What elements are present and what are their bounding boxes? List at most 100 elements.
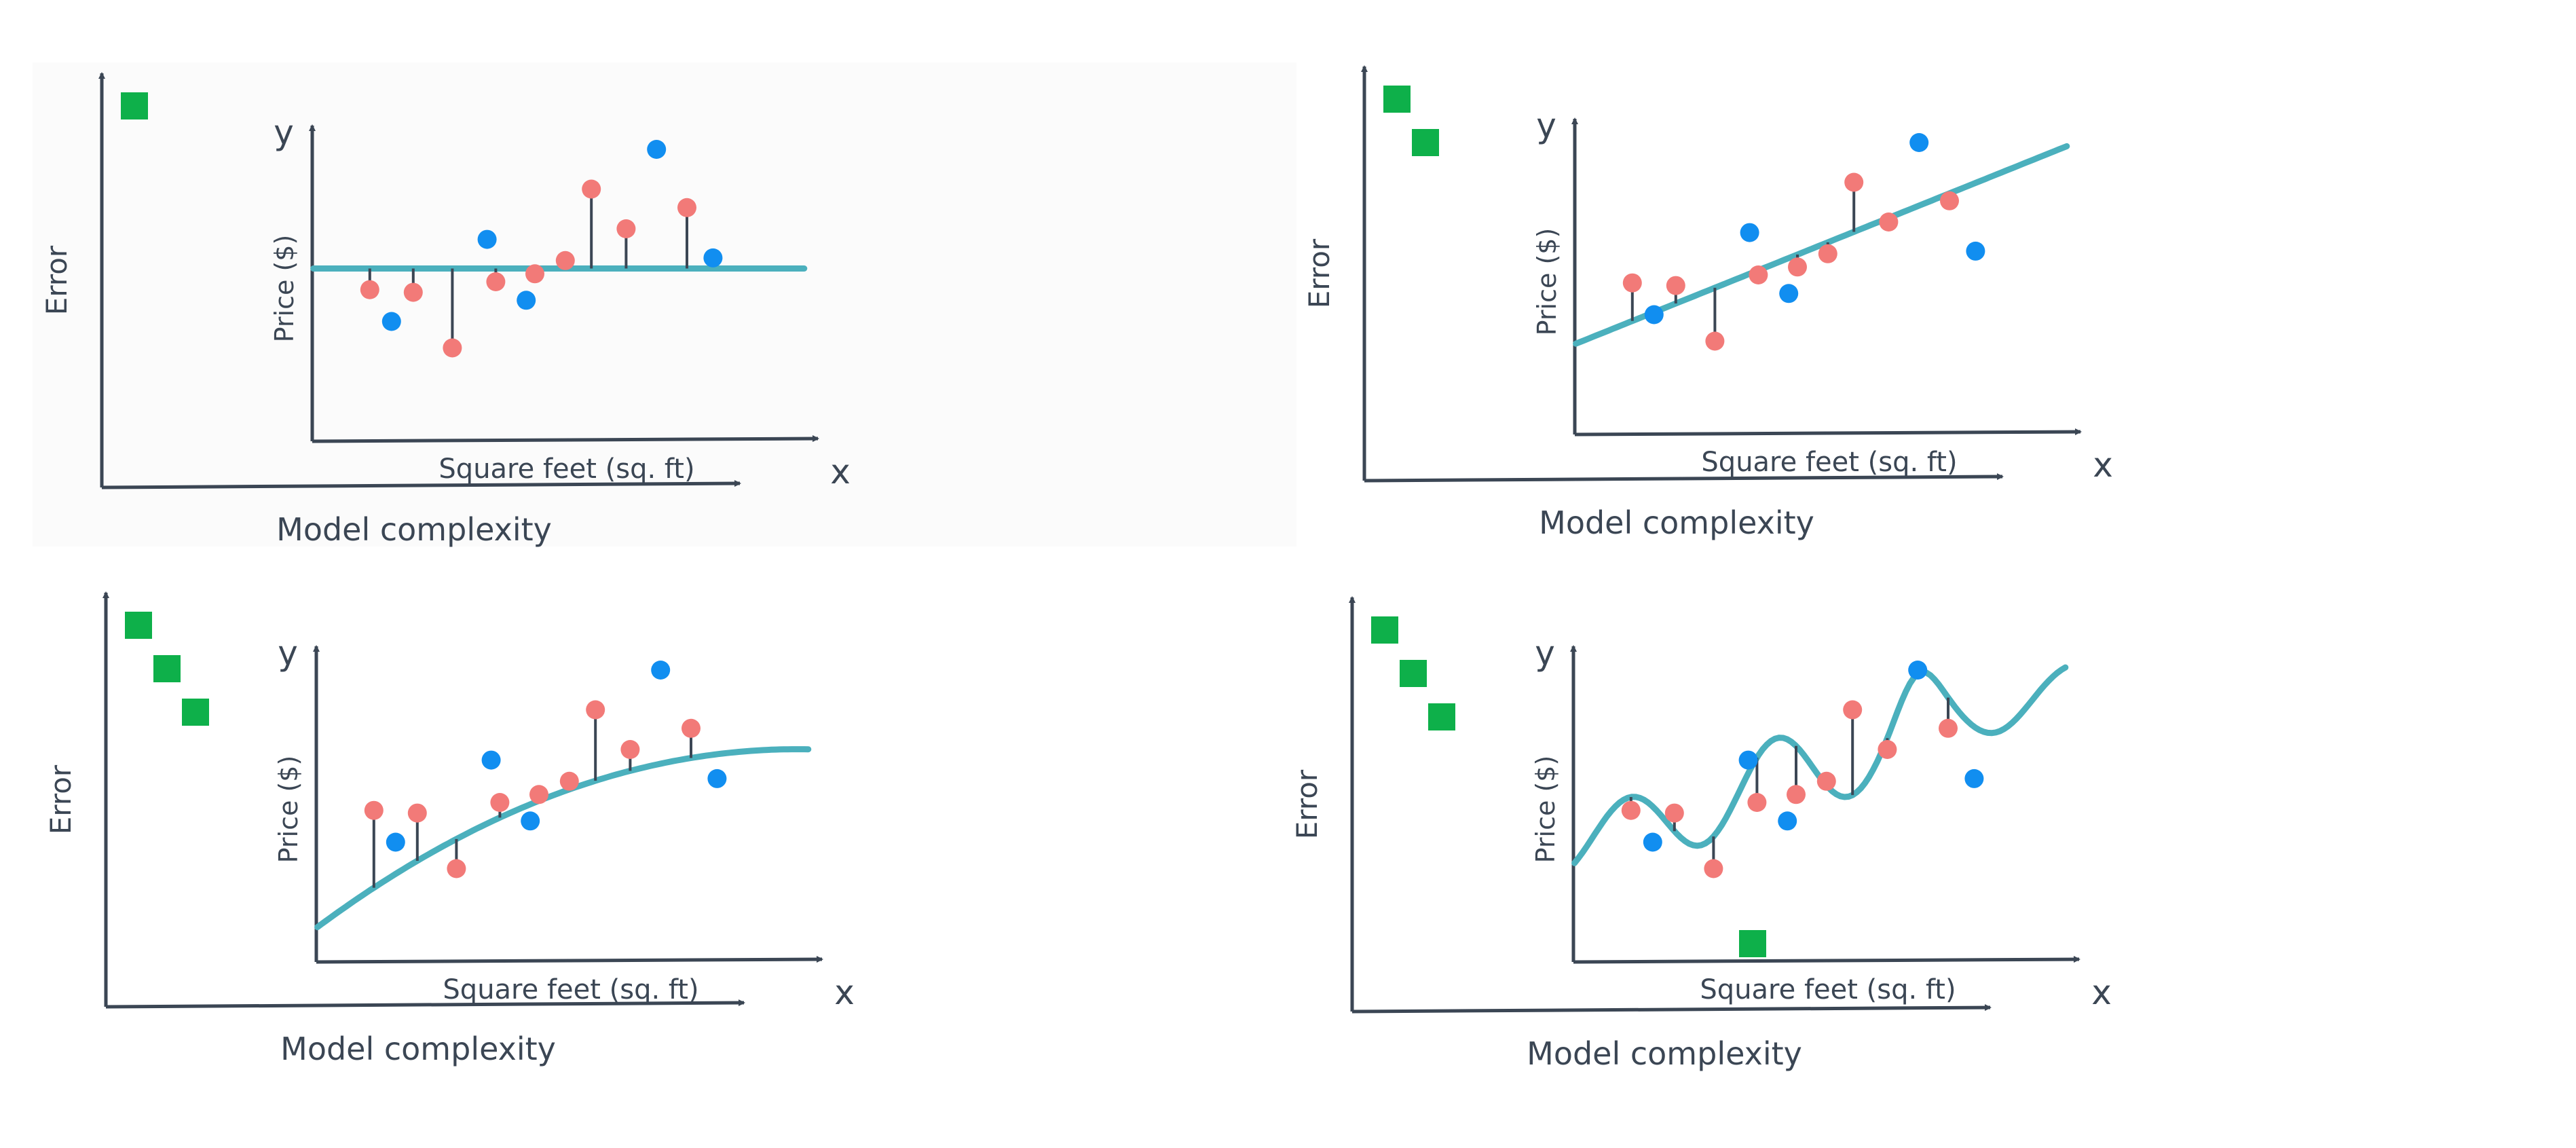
train-point xyxy=(1749,265,1768,284)
scatter-plot: y x Price ($) Square feet (sq. ft) xyxy=(269,113,851,492)
train-point xyxy=(559,771,579,791)
train-point xyxy=(1939,718,1958,738)
square-feet-label: Square feet (sq. ft) xyxy=(1700,974,1956,1005)
price-axis-label: Price ($) xyxy=(269,235,299,343)
test-point xyxy=(386,832,405,852)
train-point xyxy=(1818,244,1837,263)
train-point xyxy=(620,740,640,759)
train-point xyxy=(1878,740,1897,759)
error-x-axis xyxy=(1364,473,2004,483)
fit-line xyxy=(314,746,812,931)
model-complexity-label: Model complexity xyxy=(280,1031,556,1067)
test-point xyxy=(1908,661,1928,680)
train-point xyxy=(403,282,423,302)
error-marker xyxy=(1412,129,1439,156)
sqft-x-axis xyxy=(316,956,823,964)
x-letter: x xyxy=(830,452,851,492)
panel-constant-fit: Error Model complexity y x Price ($) Square f… xyxy=(40,72,851,548)
train-point xyxy=(616,219,636,238)
test-point xyxy=(1779,284,1799,303)
train-point xyxy=(1816,771,1836,791)
test-point xyxy=(707,769,727,788)
error-axis-label: Error xyxy=(1303,238,1336,308)
test-point xyxy=(647,140,667,159)
test-point xyxy=(1643,832,1662,852)
error-marker xyxy=(1371,616,1398,644)
error-marker xyxy=(182,699,209,726)
test-point xyxy=(1738,750,1758,770)
train-point xyxy=(490,793,510,812)
error-x-axis xyxy=(1351,1004,1992,1014)
fit-line xyxy=(1571,664,2069,866)
test-point xyxy=(1740,223,1759,242)
error-plot: Error Model complexity xyxy=(1303,65,2004,541)
top-row-shade xyxy=(33,62,1296,547)
test-point xyxy=(381,312,401,331)
error-axis-label: Error xyxy=(40,245,73,315)
train-point xyxy=(1664,803,1684,823)
train-point xyxy=(443,338,462,358)
train-point xyxy=(486,272,506,291)
x-letter: x xyxy=(834,973,855,1012)
error-marker xyxy=(125,612,152,639)
x-letter: x xyxy=(2091,973,2112,1012)
scatter-plot: y x Price ($) Square feet (sq. ft) xyxy=(274,633,855,1012)
y-letter: y xyxy=(1536,106,1556,145)
train-point xyxy=(1940,191,1959,210)
error-axis-label: Error xyxy=(1290,769,1324,839)
scatter-plot: y x Price ($) Square feet (sq. ft) xyxy=(1531,633,2112,1012)
error-marker xyxy=(1383,86,1411,113)
train-point xyxy=(525,264,544,284)
error-marker xyxy=(121,92,148,119)
square-feet-label: Square feet (sq. ft) xyxy=(443,974,698,1005)
y-letter: y xyxy=(274,113,294,152)
model-complexity-label: Model complexity xyxy=(1527,1035,1802,1072)
error-x-axis xyxy=(105,999,745,1009)
error-axis-label: Error xyxy=(44,764,77,834)
panel-high-degree-fit: Error Model complexity y x Price ($) Square f… xyxy=(1290,596,2112,1072)
train-point xyxy=(586,700,605,720)
scatter-plot: y x Price ($) Square feet (sq. ft) xyxy=(1532,106,2113,485)
price-axis-label: Price ($) xyxy=(1532,228,1562,336)
test-point xyxy=(1644,305,1664,325)
test-point xyxy=(481,750,501,770)
price-axis-label: Price ($) xyxy=(274,756,303,864)
error-marker xyxy=(1428,703,1455,730)
train-point xyxy=(677,198,696,217)
train-point xyxy=(407,803,427,823)
train-point xyxy=(1705,331,1725,351)
error-x-axis xyxy=(101,480,741,489)
test-point xyxy=(1778,811,1797,831)
train-point xyxy=(555,251,575,270)
train-point xyxy=(1843,700,1863,720)
error-marker xyxy=(1400,660,1427,687)
y-letter: y xyxy=(1535,633,1555,673)
train-point xyxy=(364,800,384,820)
error-plot: Error Model complexity xyxy=(40,72,741,548)
panel-linear-fit: Error Model complexity y x Price ($) Square f… xyxy=(1303,65,2113,541)
train-point xyxy=(1879,212,1899,232)
test-point xyxy=(703,248,723,267)
train-point xyxy=(1704,859,1723,878)
test-point xyxy=(517,291,536,310)
train-point xyxy=(1788,257,1807,277)
error-plot: Error Model complexity xyxy=(44,591,745,1067)
sqft-x-axis xyxy=(1574,428,2082,437)
train-point xyxy=(1844,172,1864,192)
train-point xyxy=(360,280,379,299)
error-plot: Error Model complexity xyxy=(1290,596,1992,1072)
panel-quadratic-fit: Error Model complexity y x Price ($) Square f… xyxy=(44,591,855,1067)
sqft-x-axis xyxy=(1573,956,2080,964)
error-marker-low xyxy=(1739,930,1766,957)
test-point xyxy=(477,229,497,249)
x-letter: x xyxy=(2093,445,2113,485)
train-point xyxy=(1622,273,1642,293)
train-point xyxy=(582,179,601,199)
train-point xyxy=(1621,800,1641,820)
price-axis-label: Price ($) xyxy=(1531,756,1561,864)
model-complexity-label: Model complexity xyxy=(1539,504,1814,541)
y-letter: y xyxy=(278,633,298,673)
sqft-x-axis xyxy=(312,435,819,443)
model-complexity-label: Model complexity xyxy=(276,511,552,548)
